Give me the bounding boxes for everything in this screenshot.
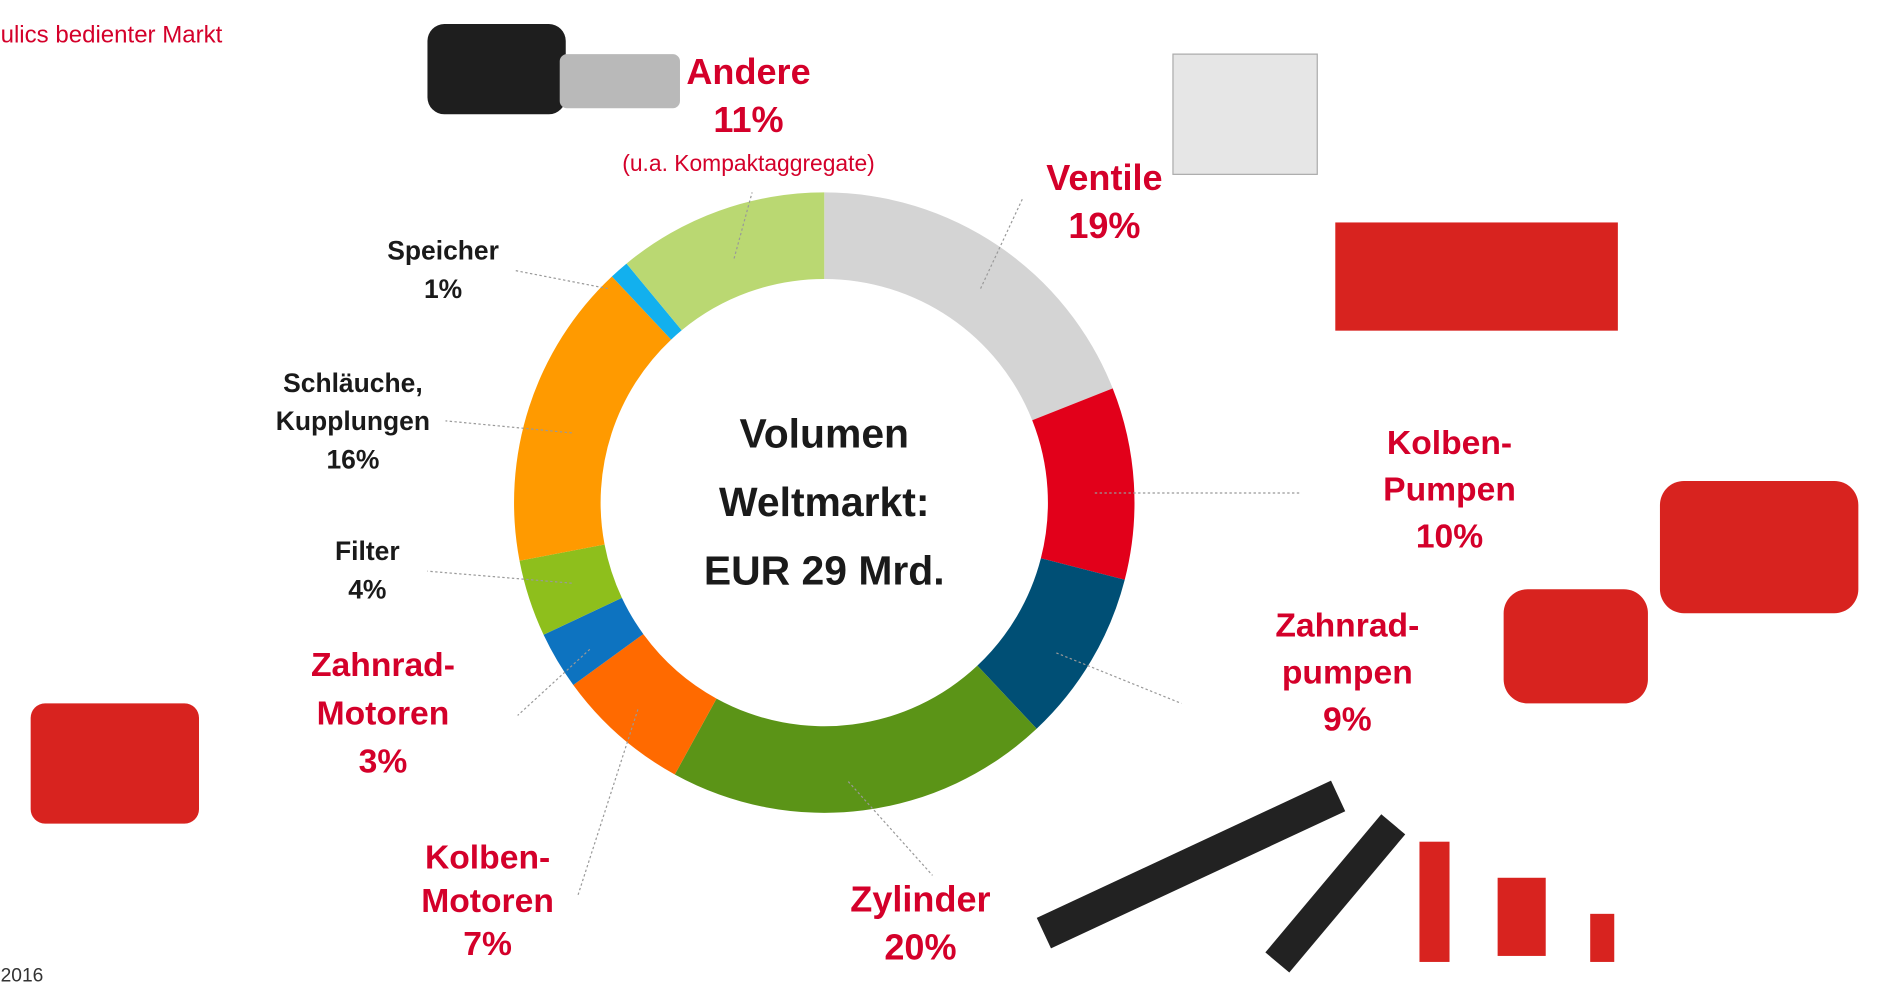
slice-label: Kolben-	[1387, 425, 1512, 462]
donut-slice	[1032, 388, 1134, 579]
chart: ulics bedienter Markt 2016 Ventile 19% Kol…	[0, 0, 1883, 992]
leader-line	[515, 271, 608, 289]
slice-value-label: 20%	[884, 926, 956, 967]
slice-label: Speicher	[387, 235, 499, 265]
slice-value-label: 1%	[424, 274, 462, 304]
slice-label: Motoren	[421, 883, 554, 920]
slice-value-label: 16%	[326, 445, 379, 475]
slice-label: pumpen	[1282, 654, 1413, 691]
page: {"chart_data": { "type": "donut", "title…	[0, 0, 1883, 992]
center-label: Weltmarkt:	[719, 479, 929, 525]
slice-label: Andere	[686, 51, 810, 92]
donut-slice	[675, 666, 1037, 813]
leader-line	[578, 709, 638, 895]
slice-note: (u.a. Kompaktaggregate)	[622, 150, 875, 176]
slice-value-label: 4%	[348, 575, 386, 605]
slice-label: Zahnrad-	[1275, 608, 1419, 645]
slice-value-label: 10%	[1416, 519, 1483, 556]
slice-label: Zylinder	[850, 878, 990, 919]
slice-value-label: 7%	[463, 926, 512, 963]
slice-label: Kupplungen	[276, 406, 430, 436]
slice-value-label: 11%	[713, 99, 783, 140]
slice-label: Schläuche,	[283, 368, 423, 398]
center-label: Volumen	[739, 410, 909, 456]
donut-slice	[514, 276, 671, 560]
slice-label: Pumpen	[1383, 472, 1516, 509]
footer: 2016	[1, 965, 44, 986]
center-label: EUR 29 Mrd.	[704, 547, 945, 593]
slice-label: Ventile	[1046, 157, 1162, 198]
slice-label: Filter	[335, 536, 400, 566]
product-images	[31, 24, 1859, 972]
slice-value-label: 3%	[359, 743, 408, 780]
slice-label: Kolben-	[425, 840, 550, 877]
slice-label: Zahnrad-	[311, 647, 455, 684]
slice-label: Motoren	[317, 695, 450, 732]
slice-value-label: 19%	[1068, 205, 1140, 246]
slice-value-label: 9%	[1323, 701, 1372, 738]
title: ulics bedienter Markt	[1, 21, 223, 48]
